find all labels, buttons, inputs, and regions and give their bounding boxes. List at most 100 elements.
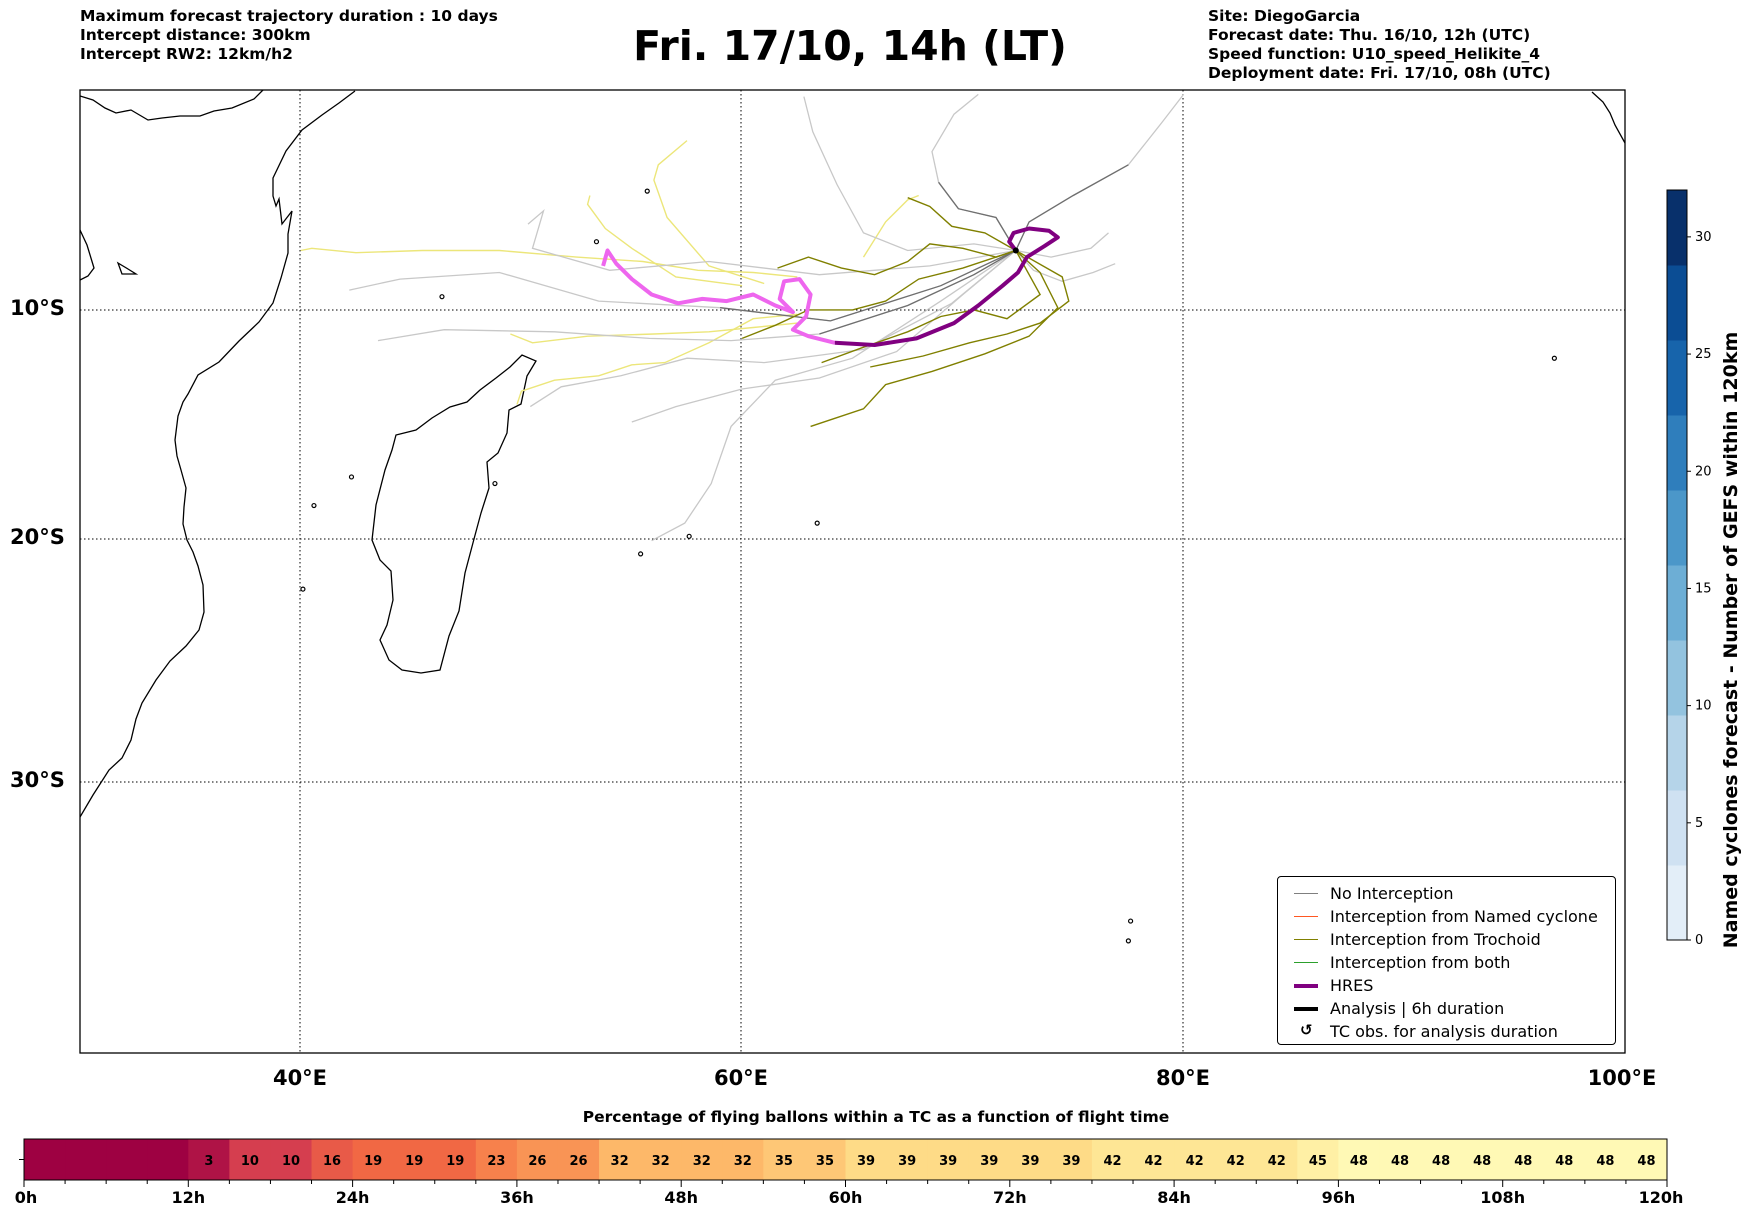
legend-swatch	[1294, 984, 1318, 988]
colorbar-cell	[1667, 190, 1687, 266]
island-outline	[644, 188, 650, 194]
lon-label-60e: 60°E	[713, 1066, 769, 1090]
trajectory-no-interception	[529, 249, 1017, 408]
islands-layer	[300, 188, 1557, 944]
heatmap-cell	[1502, 1139, 1545, 1180]
island-outline	[492, 480, 498, 487]
heatmap-value-label: 39	[1021, 1154, 1039, 1169]
flight-time-heatmap: 3 10 10 16 19 19 19 23 26 26 32 32 32 32 35 35 39 39 39 39 3…	[19, 1138, 1668, 1187]
header-left-info: Maximum forecast trajectory duration : 1…	[80, 7, 498, 64]
heatmap-value-label: 19	[364, 1154, 382, 1169]
colorbar-title: Named cyclones forecast - Number of GEFS…	[1720, 331, 1742, 949]
legend-label: HRES	[1330, 976, 1374, 995]
site-text: Site: DiegoGarcia	[1208, 7, 1361, 25]
heatmap-value-label: 42	[1186, 1154, 1204, 1169]
heatmap-cell	[722, 1139, 764, 1180]
heatmap-cell	[1009, 1139, 1052, 1180]
trajectory-hres	[834, 226, 1060, 347]
lon-label-100e: 100°E	[1587, 1066, 1657, 1090]
map-frame	[79, 89, 1626, 1054]
heatmap-value-label: 48	[1432, 1154, 1450, 1169]
trajectory-no-interception	[631, 250, 1017, 423]
heatmap-cell	[475, 1139, 518, 1180]
trajectory-unintercepted-yellow	[653, 140, 765, 285]
heatmap-value-label: 32	[734, 1154, 752, 1169]
heatmap-cell	[106, 1139, 148, 1180]
heatmap-cell	[845, 1139, 888, 1180]
map-legend: No Interception Interception from Named …	[1277, 876, 1616, 1045]
heatmap-cell	[1584, 1139, 1627, 1180]
heatmap-value-label: 48	[1350, 1154, 1368, 1169]
legend-item-no-interception: No Interception	[1278, 883, 1615, 905]
heatmap-x-tick-label: 72h	[992, 1188, 1027, 1207]
legend-label: No Interception	[1330, 884, 1454, 903]
heatmap-value-label: 42	[1145, 1154, 1163, 1169]
heatmap-value-label: 26	[569, 1154, 587, 1169]
island-outline	[1125, 938, 1131, 944]
heatmap-cell	[1133, 1139, 1175, 1180]
lat-label-10s: 10°S	[10, 296, 65, 320]
heatmap-cell	[393, 1139, 436, 1180]
island-outline	[1013, 247, 1019, 254]
heatmap-cell	[1050, 1139, 1093, 1180]
legend-item-tc-obs: ↺ TC obs. for analysis duration	[1278, 1021, 1615, 1043]
heatmap-cell	[557, 1139, 600, 1180]
colorbar-tick-label: 15	[1695, 581, 1712, 596]
heatmap-value-label: 42	[1103, 1154, 1121, 1169]
heatmap-cell	[640, 1139, 682, 1180]
colorbar-tick-label: 20	[1695, 464, 1712, 479]
heatmap-value-label: 19	[446, 1154, 464, 1169]
heatmap-cell	[1625, 1139, 1668, 1180]
heatmap-cell	[968, 1139, 1011, 1180]
trajectory-unintercepted-yellow	[516, 313, 798, 405]
trajectory-no-interception	[651, 249, 1017, 542]
trajectory-trochoid-interception	[810, 249, 1059, 428]
colorbar-cell	[1667, 715, 1687, 791]
trajectory-no-interception-early	[819, 249, 1017, 335]
madagascar-coastline	[371, 354, 537, 674]
intercept-rw2-text: Intercept RW2: 12km/h2	[80, 45, 293, 63]
heatmap-x-tick-label: 24h	[335, 1188, 370, 1207]
trajectory-no-interception	[1015, 250, 1116, 282]
trajectory-unintercepted-yellow	[586, 195, 743, 287]
colorbar-tick-label: 30	[1695, 230, 1712, 245]
heatmap-cell	[599, 1139, 641, 1180]
legend-item-both: Interception from both	[1278, 952, 1615, 974]
lat-label-30s: 30°S	[10, 768, 65, 792]
colorbar-frame	[1666, 189, 1688, 941]
heatmap-x-tick-label: 96h	[1321, 1188, 1356, 1207]
heatmap-cell	[1379, 1139, 1422, 1180]
colorbar-tick-label: 5	[1695, 816, 1703, 831]
island-outline	[1551, 355, 1557, 361]
heatmap-x-tick-label: 84h	[1157, 1188, 1191, 1207]
heatmap-x-tick-label: 108h	[1480, 1188, 1526, 1207]
colorbar-cell	[1667, 415, 1687, 491]
heatmap-x-tick-label: 12h	[171, 1188, 206, 1207]
colorbar-tick-label: 25	[1695, 347, 1712, 362]
island-outline	[686, 533, 692, 539]
trajectory-trochoid-interception	[741, 249, 1017, 340]
colorbar-cell	[1667, 640, 1687, 716]
heatmap-value-label: 16	[323, 1154, 341, 1169]
heatmap-value-label: 39	[898, 1154, 916, 1169]
heatmap-value-label: 48	[1637, 1154, 1655, 1169]
trajectory-no-interception-early	[720, 249, 1017, 322]
heatmap-cell	[229, 1139, 271, 1180]
africa-coastline	[80, 90, 356, 818]
heatmap-cell	[311, 1139, 354, 1180]
heatmap-value-label: 39	[857, 1154, 875, 1169]
colorbar: 0 5 10 15 20 25 30	[1666, 189, 1712, 948]
heatmap-cell	[1543, 1139, 1586, 1180]
heatmap-cell	[1297, 1139, 1339, 1180]
heatmap-cell	[434, 1139, 477, 1180]
heatmap-value-label: 39	[980, 1154, 998, 1169]
heatmap-cell	[886, 1139, 929, 1180]
heatmap-cell	[763, 1139, 805, 1180]
legend-label: Interception from both	[1330, 953, 1511, 972]
heatmap-cell	[516, 1139, 559, 1180]
main-title: Fri. 17/10, 14h (LT)	[633, 22, 1067, 70]
heatmap-value-label: 26	[528, 1154, 546, 1169]
heatmap-cell	[147, 1139, 189, 1180]
legend-item-trochoid: Interception from Trochoid	[1278, 929, 1615, 951]
island-outline	[300, 586, 306, 592]
